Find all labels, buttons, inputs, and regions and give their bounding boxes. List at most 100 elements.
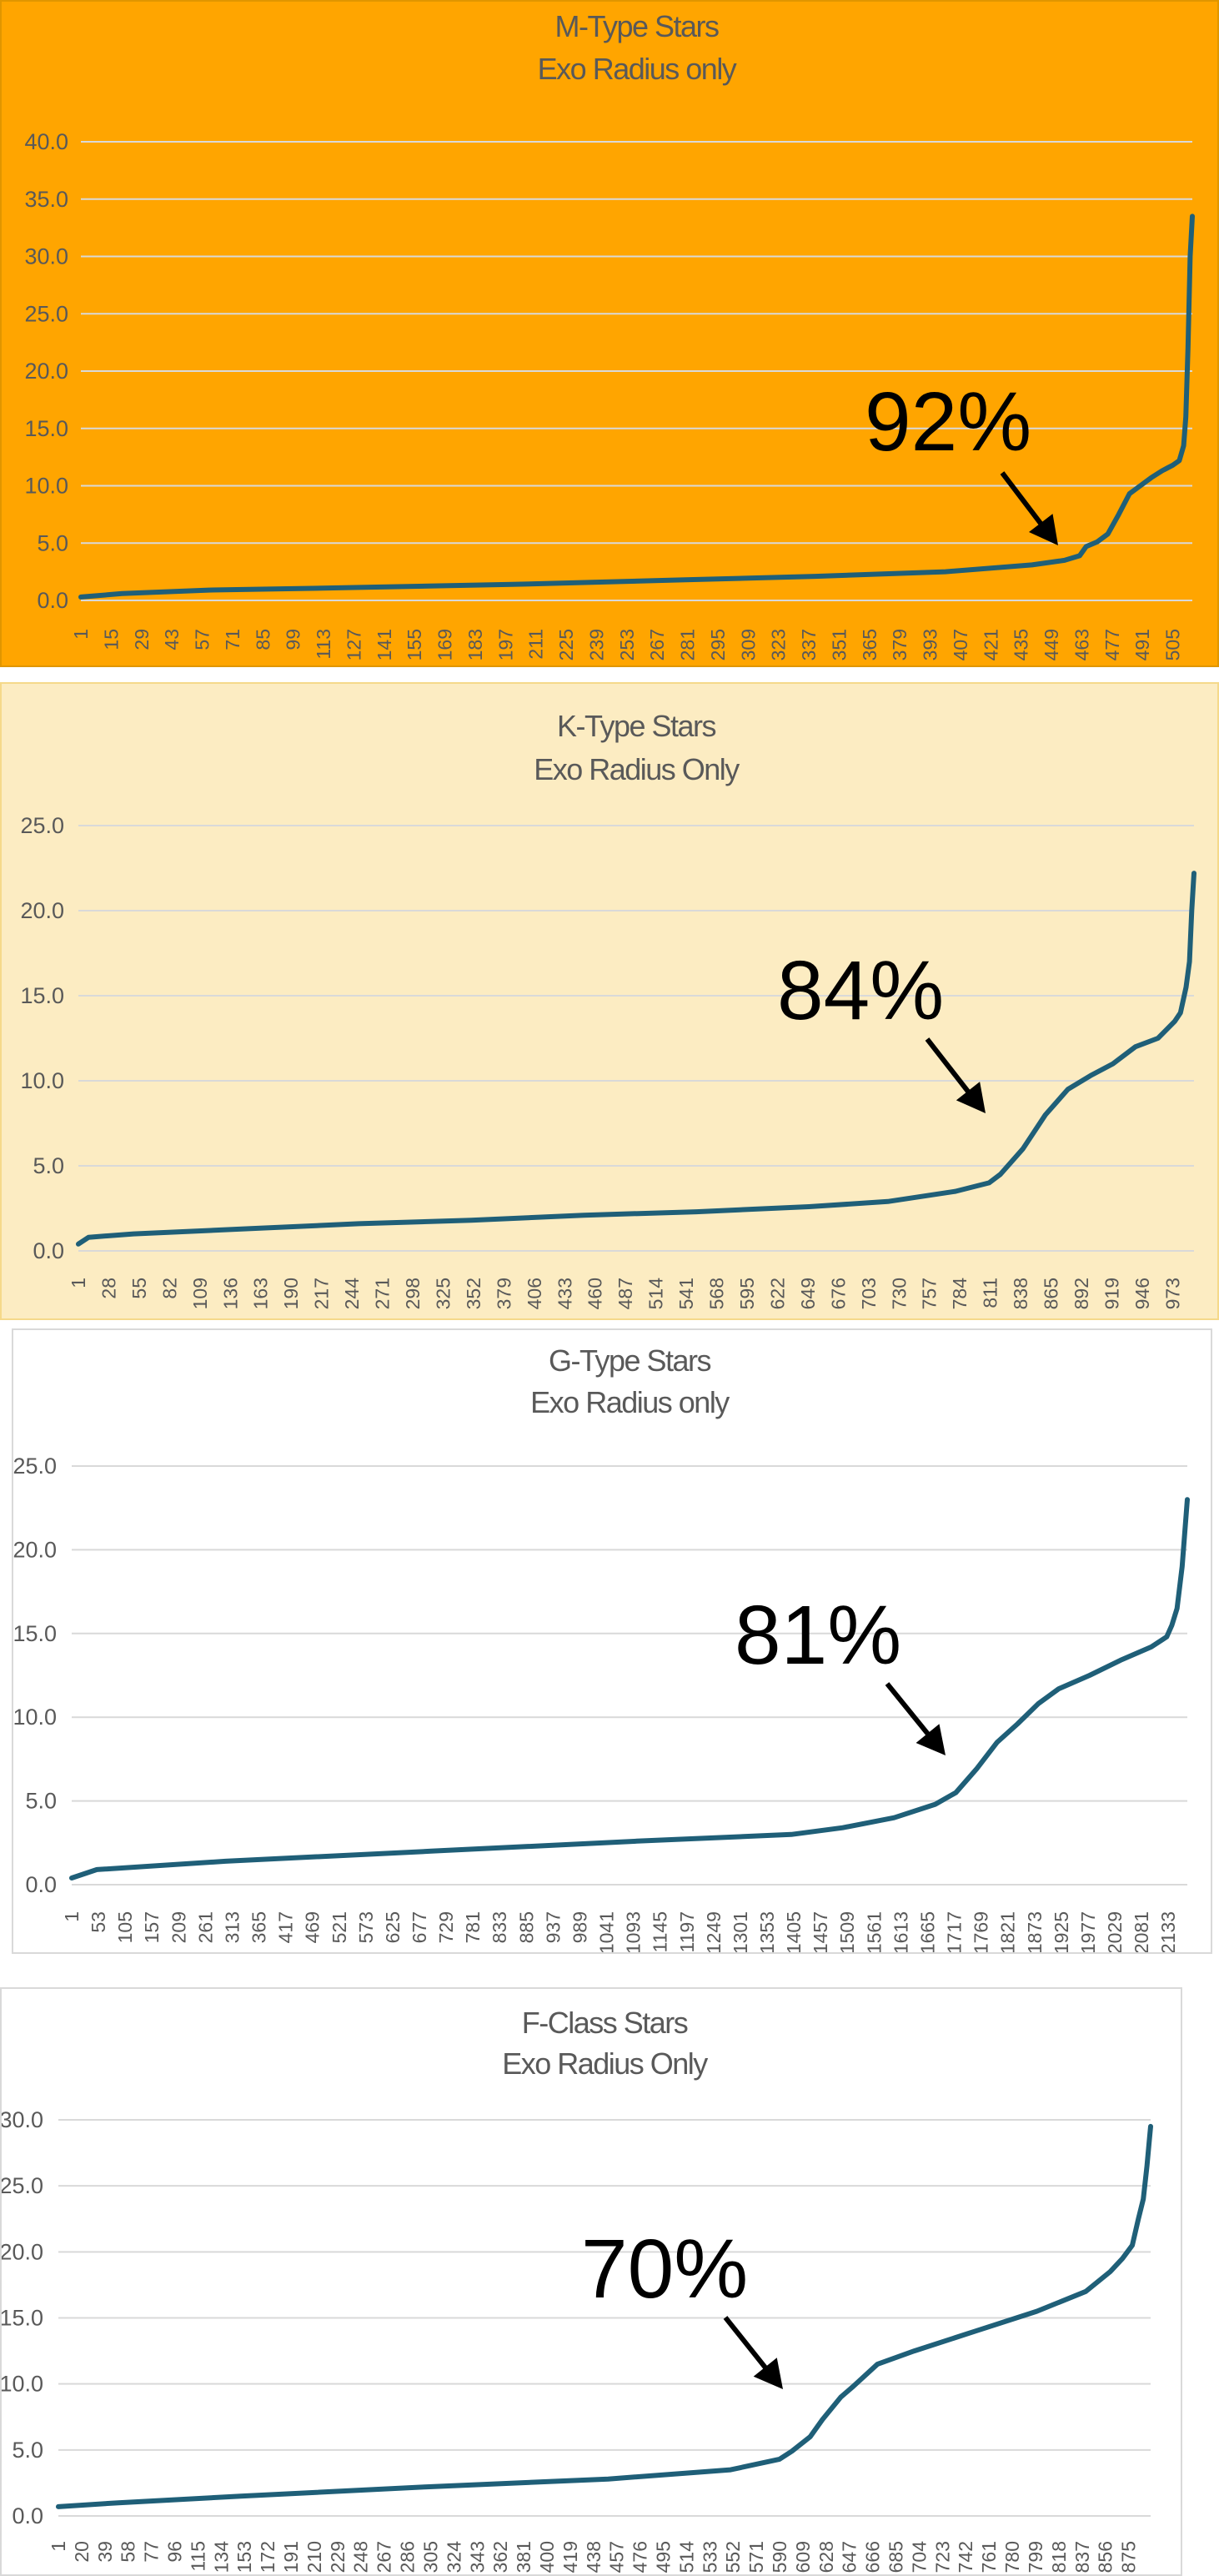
y-tick-label: 0.0 xyxy=(12,2503,43,2528)
x-tick-label: 476 xyxy=(630,2541,651,2573)
x-tick-label: 244 xyxy=(341,1278,363,1310)
x-tick-label: 20 xyxy=(71,2541,93,2563)
x-tick-label: 217 xyxy=(311,1278,333,1309)
x-tick-label: 1353 xyxy=(756,1911,778,1952)
k-type-chart: 0.0 5.0 10.0 15.0 20.0 25.0 K-Type Stars Exo Ra… xyxy=(2,684,1217,1318)
chart-background xyxy=(13,1330,1211,1952)
y-tick-label: 15.0 xyxy=(2,2306,43,2331)
x-tick-label: 295 xyxy=(707,629,729,660)
y-tick-label: 10.0 xyxy=(13,1705,57,1730)
y-tick-label: 0.0 xyxy=(25,1872,57,1897)
x-tick-label: 417 xyxy=(275,1911,297,1943)
x-tick-label: 833 xyxy=(489,1911,510,1943)
x-tick-label: 1873 xyxy=(1024,1911,1046,1952)
x-tick-label: 487 xyxy=(615,1278,636,1309)
x-tick-label: 85 xyxy=(252,629,273,650)
x-tick-label: 541 xyxy=(675,1278,697,1309)
chart-subtitle: Exo Radius Only xyxy=(502,2046,708,2081)
x-tick-label: 1613 xyxy=(890,1911,911,1952)
x-tick-label: 313 xyxy=(221,1911,243,1943)
annotation-percent: 70% xyxy=(581,2222,748,2316)
x-tick-label: 449 xyxy=(1041,629,1062,660)
f-class-chart-panel: 0.0 5.0 10.0 15.0 20.0 25.0 30.0 F-Class Stars E… xyxy=(0,1987,1182,2576)
x-tick-label: 1509 xyxy=(836,1911,858,1952)
x-tick-label: 780 xyxy=(1001,2541,1023,2573)
x-tick-label: 305 xyxy=(419,2541,441,2573)
x-tick-label: 435 xyxy=(1011,629,1032,660)
m-type-chart: 0.0 5.0 10.0 15.0 20.0 25.0 30.0 35.0 40.0 M-Type… xyxy=(2,2,1217,665)
x-tick-label: 286 xyxy=(397,2541,419,2573)
x-tick-label: 351 xyxy=(828,629,850,660)
annotation-arrow-head xyxy=(1028,514,1058,545)
x-tick-label: 552 xyxy=(722,2541,744,2573)
x-tick-label: 77 xyxy=(141,2541,163,2563)
chart-background xyxy=(2,2,1217,665)
chart-title: M-Type Stars xyxy=(554,9,719,43)
annotation-arrow-head xyxy=(956,1082,986,1113)
f-class-chart: 0.0 5.0 10.0 15.0 20.0 25.0 30.0 F-Class Stars E… xyxy=(2,1989,1181,2574)
x-tick-label: 1821 xyxy=(997,1911,1019,1952)
x-tick-label: 400 xyxy=(536,2541,558,2573)
y-tick-label: 25.0 xyxy=(2,2173,43,2198)
x-tick-label: 109 xyxy=(189,1278,211,1309)
x-tick-label: 761 xyxy=(978,2541,1000,2573)
x-tick-label: 723 xyxy=(931,2541,953,2573)
x-tick-label: 163 xyxy=(250,1278,272,1309)
x-tick-label: 1665 xyxy=(916,1911,938,1952)
x-tick-label: 973 xyxy=(1161,1278,1183,1309)
x-tick-label: 71 xyxy=(222,629,243,650)
x-tick-label: 1093 xyxy=(623,1911,645,1952)
x-tick-label: 781 xyxy=(462,1911,484,1943)
x-tick-label: 865 xyxy=(1041,1278,1062,1309)
x-tick-label: 261 xyxy=(194,1911,216,1943)
x-tick-label: 649 xyxy=(797,1278,819,1309)
x-tick-label: 1925 xyxy=(1051,1911,1072,1952)
x-tick-label: 1 xyxy=(68,1278,89,1288)
x-tick-label: 838 xyxy=(1010,1278,1031,1309)
x-tick-label: 937 xyxy=(542,1911,564,1943)
x-tick-label: 892 xyxy=(1071,1278,1092,1309)
x-tick-label: 505 xyxy=(1162,629,1184,660)
g-type-chart: 0.0 5.0 10.0 15.0 20.0 25.0 G-Type Stars Exo Ra… xyxy=(13,1330,1211,1952)
x-tick-label: 365 xyxy=(859,629,880,660)
x-tick-label: 15 xyxy=(100,629,122,650)
x-tick-label: 1769 xyxy=(971,1911,992,1952)
x-tick-label: 573 xyxy=(355,1911,377,1943)
y-tick-label: 25.0 xyxy=(24,301,68,326)
x-tick-label: 666 xyxy=(862,2541,884,2573)
x-tick-label: 885 xyxy=(515,1911,537,1943)
x-tick-label: 837 xyxy=(1071,2541,1093,2573)
y-tick-label: 10.0 xyxy=(20,1068,64,1093)
x-tick-label: 784 xyxy=(949,1278,971,1310)
x-tick-label: 460 xyxy=(584,1278,606,1309)
x-tick-label: 267 xyxy=(374,2541,395,2573)
x-tick-label: 267 xyxy=(646,629,668,660)
annotation-percent: 92% xyxy=(865,375,1031,469)
x-tick-label: 1 xyxy=(70,629,92,640)
y-tick-label: 5.0 xyxy=(25,1789,57,1814)
x-tick-label: 419 xyxy=(559,2541,581,2573)
x-tick-label: 197 xyxy=(494,629,516,660)
y-tick-label: 10.0 xyxy=(24,474,68,499)
annotation-percent: 84% xyxy=(777,944,944,1037)
annotation-percent: 81% xyxy=(735,1589,901,1682)
x-tick-label: 1301 xyxy=(730,1911,751,1952)
x-tick-label: 514 xyxy=(675,2541,697,2573)
x-tick-label: 676 xyxy=(827,1278,849,1309)
x-tick-label: 609 xyxy=(792,2541,814,2573)
x-tick-label: 647 xyxy=(839,2541,860,2573)
x-tick-label: 157 xyxy=(141,1911,163,1943)
x-tick-label: 406 xyxy=(524,1278,545,1309)
chart-title: G-Type Stars xyxy=(549,1343,711,1378)
x-tick-label: 58 xyxy=(118,2541,139,2563)
x-tick-label: 248 xyxy=(350,2541,372,2573)
x-tick-label: 469 xyxy=(302,1911,324,1943)
y-tick-label: 30.0 xyxy=(2,2107,43,2132)
x-tick-label: 799 xyxy=(1025,2541,1046,2573)
x-tick-label: 729 xyxy=(435,1911,457,1943)
x-tick-label: 622 xyxy=(766,1278,788,1309)
x-tick-label: 433 xyxy=(554,1278,575,1309)
x-tick-label: 210 xyxy=(303,2541,325,2573)
x-tick-label: 155 xyxy=(404,629,425,660)
x-tick-label: 209 xyxy=(168,1911,189,1943)
